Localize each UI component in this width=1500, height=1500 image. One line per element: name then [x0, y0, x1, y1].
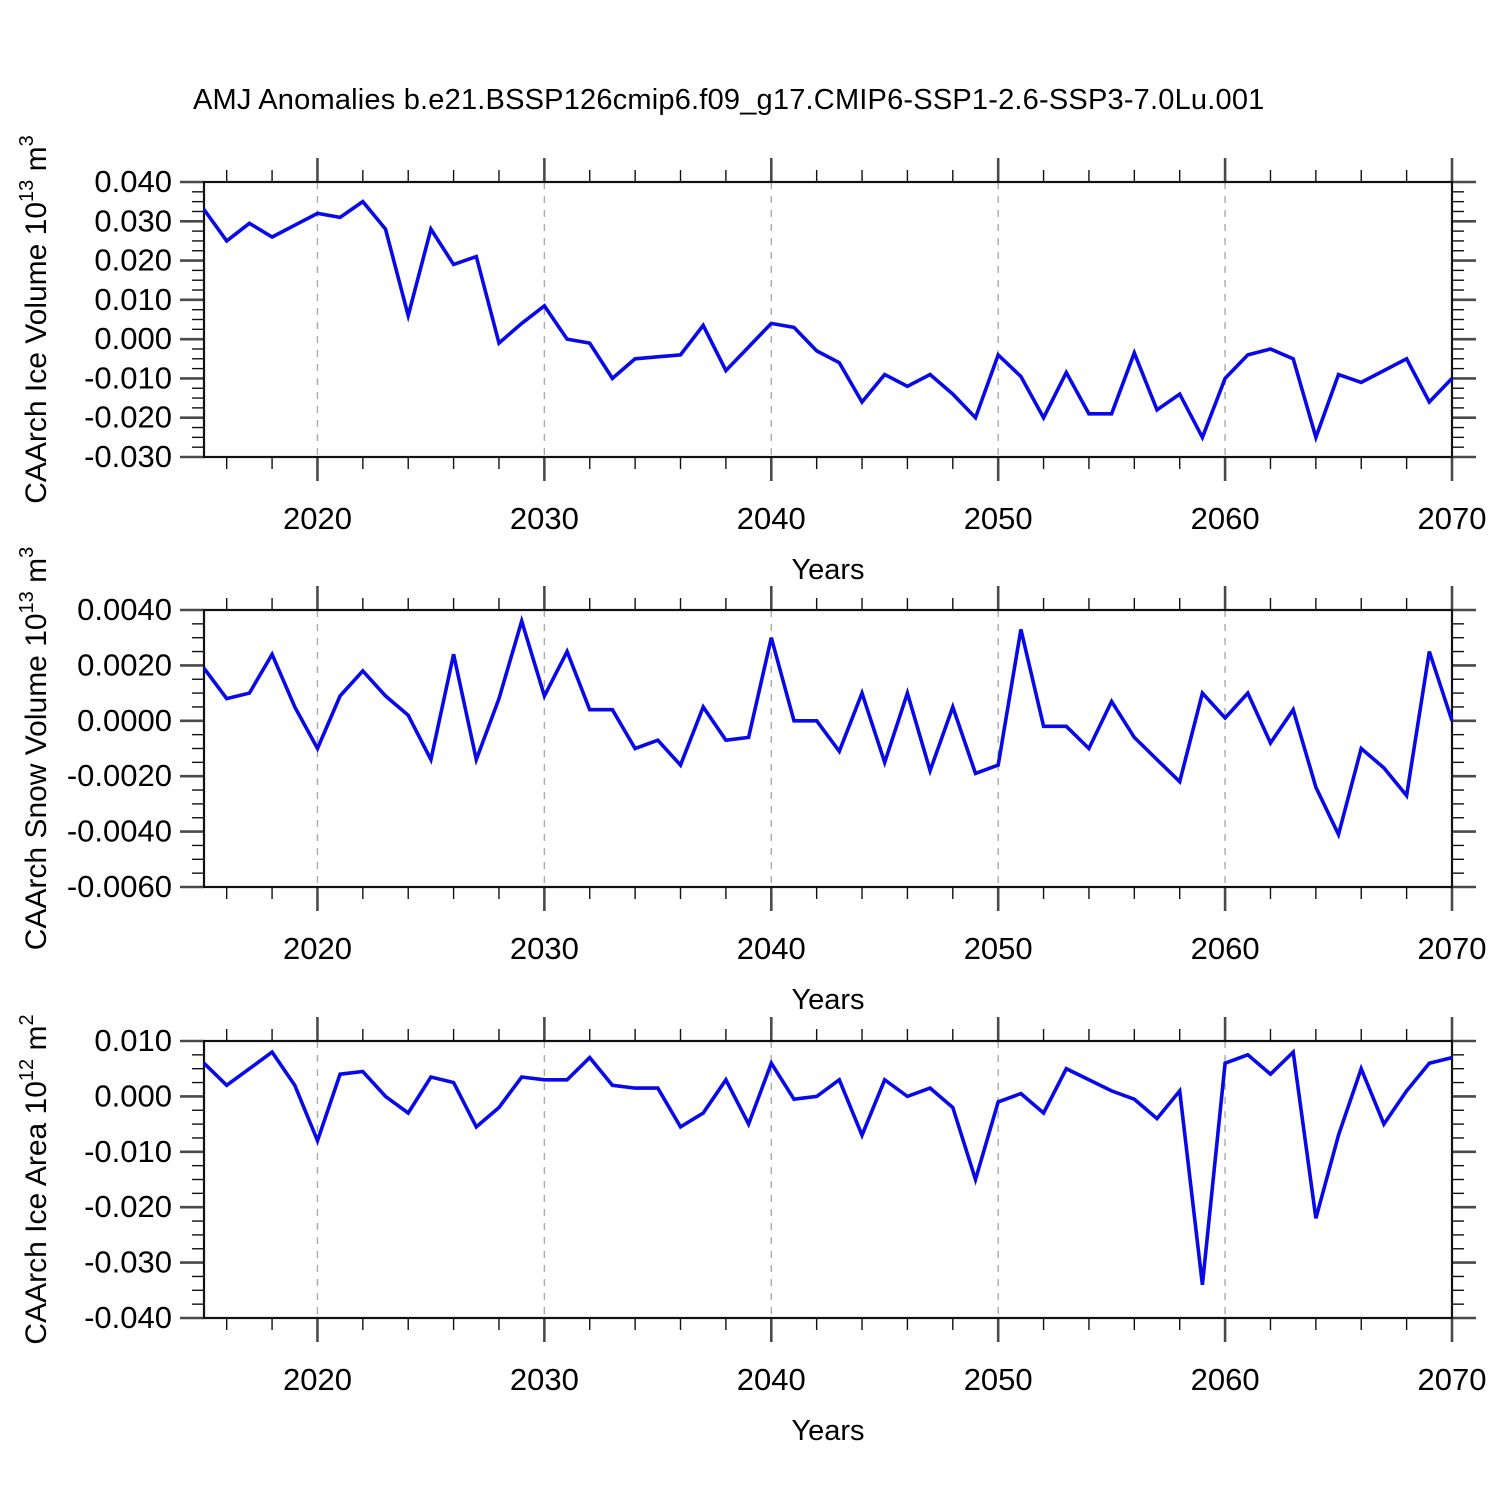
y-tick-label: 0.0040: [77, 592, 172, 627]
data-line-series: [202, 199, 1454, 444]
x-axis-title: Years: [791, 554, 864, 586]
x-tick-label: 2050: [964, 501, 1033, 536]
y-axis-title: CAArch Ice Volume 1013 m3: [16, 135, 53, 504]
y-tick-label: 0.000: [94, 1078, 172, 1113]
y-tick-label: 0.020: [94, 243, 172, 278]
x-tick-label: 2040: [737, 931, 806, 966]
y-tick-label: 0.040: [94, 164, 172, 199]
x-tick-label: 2050: [964, 1362, 1033, 1397]
y-axis-title: CAArch Snow Volume 1013 m3: [16, 547, 53, 951]
y-axis-title-group: CAArch Ice Volume 1013 m3: [16, 135, 53, 504]
plot-frame: [202, 1039, 1454, 1320]
y-tick-label: -0.0020: [67, 758, 172, 793]
y-axis-title-group: CAArch Ice Area 1012 m2: [16, 1014, 53, 1344]
x-tick-label: 2060: [1191, 501, 1260, 536]
x-axis-title: Years: [791, 984, 864, 1016]
x-tick-label: 2040: [737, 501, 806, 536]
x-tick-label: 2060: [1191, 1362, 1260, 1397]
x-tick-label: 2070: [1418, 1362, 1487, 1397]
y-tick-label: -0.0040: [67, 814, 172, 849]
plot-frame: [202, 608, 1454, 889]
x-tick-label: 2070: [1418, 931, 1487, 966]
x-tick-label: 2020: [283, 931, 352, 966]
x-tick-label: 2060: [1191, 931, 1260, 966]
y-tick-label: 0.010: [94, 282, 172, 317]
y-axis-title-group: CAArch Snow Volume 1013 m3: [16, 547, 53, 951]
x-tick-label: 2030: [510, 931, 579, 966]
y-tick-label: -0.020: [84, 400, 172, 435]
x-tick-label: 2030: [510, 1362, 579, 1397]
data-line-series: [202, 1048, 1453, 1286]
plot-frame: [202, 180, 1454, 459]
y-tick-label: -0.040: [84, 1300, 172, 1335]
y-axis-title: CAArch Ice Area 1012 m2: [16, 1014, 53, 1344]
y-tick-label: -0.0060: [67, 869, 172, 904]
y-tick-label: -0.010: [84, 1134, 172, 1169]
x-tick-label: 2030: [510, 501, 579, 536]
y-tick-label: 0.0020: [77, 647, 172, 682]
data-line-series: [202, 614, 1454, 840]
x-tick-label: 2020: [283, 1362, 352, 1397]
y-tick-label: -0.010: [84, 360, 172, 395]
y-tick-label: 0.0000: [77, 703, 172, 738]
y-tick-label: 0.010: [94, 1023, 172, 1058]
x-axis-title: Years: [791, 1415, 864, 1447]
x-tick-label: 2050: [964, 931, 1033, 966]
y-tick-label: -0.030: [84, 439, 172, 474]
x-tick-label: 2020: [283, 501, 352, 536]
x-tick-label: 2040: [737, 1362, 806, 1397]
y-tick-label: -0.020: [84, 1189, 172, 1224]
y-tick-label: -0.030: [84, 1245, 172, 1280]
y-tick-label: 0.030: [94, 203, 172, 238]
plot-title: AMJ Anomalies b.e21.BSSP126cmip6.f09_g17…: [193, 84, 1265, 116]
x-tick-label: 2070: [1418, 501, 1487, 536]
y-tick-label: 0.000: [94, 321, 172, 356]
